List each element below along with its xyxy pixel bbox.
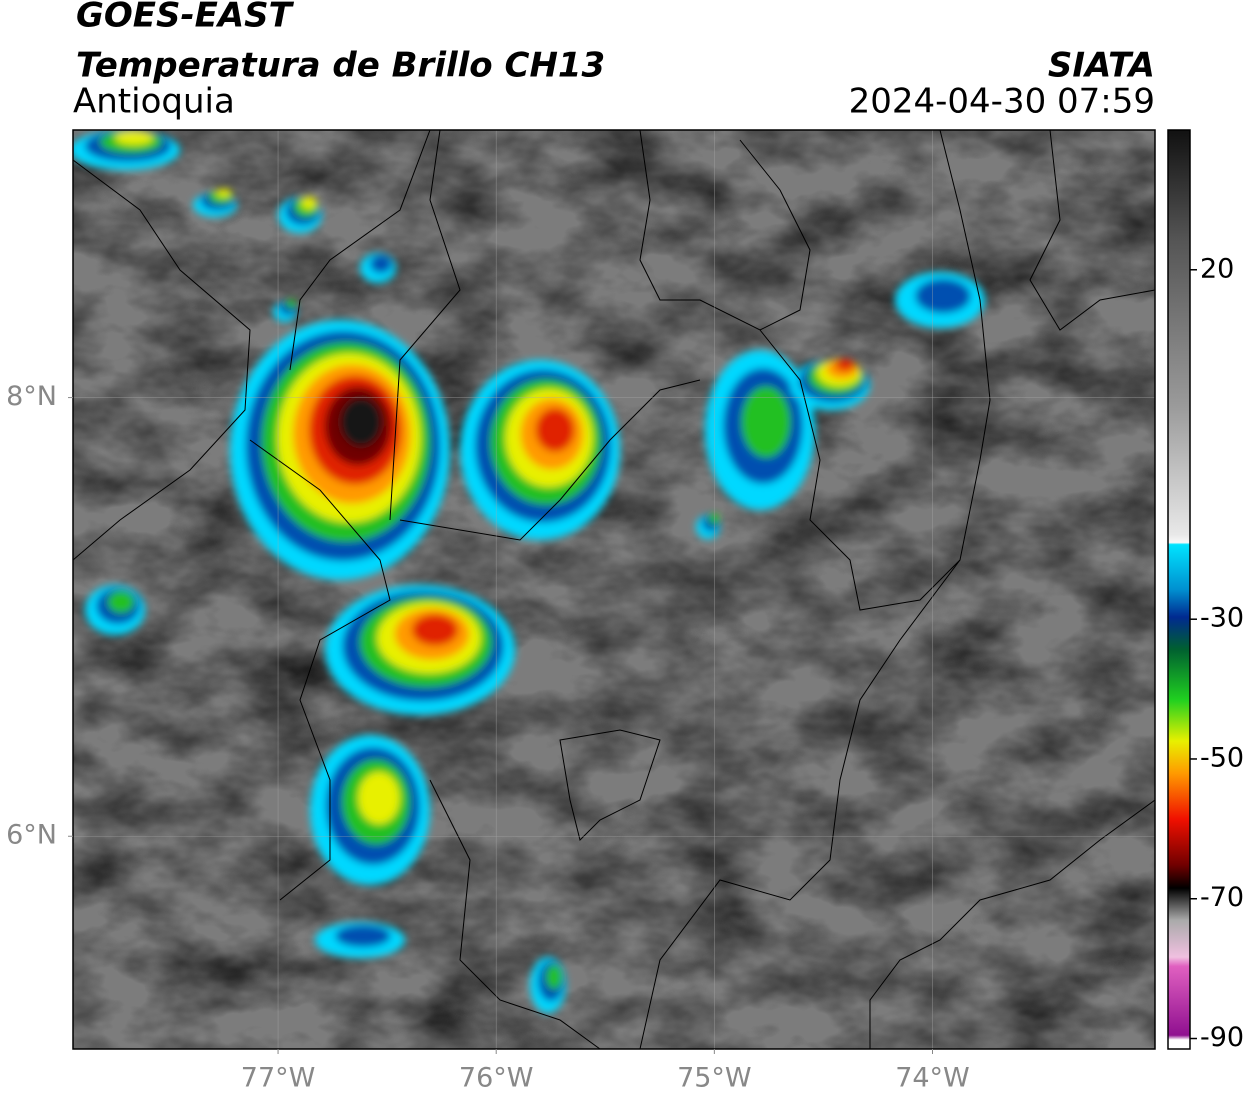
storm-cell <box>285 299 297 309</box>
border <box>1029 130 1155 331</box>
y-tick-label: 8°N <box>6 381 57 412</box>
border <box>73 159 251 561</box>
colorbar <box>1167 129 1191 1050</box>
title: GOES-EAST <box>76 0 295 36</box>
source: SIATA <box>1048 46 1155 86</box>
storm-cell <box>114 131 154 145</box>
cloud-texture <box>73 130 1155 1049</box>
storms <box>73 130 985 1013</box>
borders <box>73 130 1155 1049</box>
colorbar-tick-label: -50 <box>1200 742 1244 773</box>
storm-cell <box>301 196 317 210</box>
region: Antioquia <box>73 82 235 122</box>
storm-cell <box>107 590 135 614</box>
storm-cell <box>741 386 791 458</box>
colorbar-tick-label: -30 <box>1200 603 1244 634</box>
border <box>559 729 661 841</box>
map-area <box>73 130 1155 1049</box>
border <box>249 439 391 901</box>
grid <box>73 130 1155 1049</box>
storm-cell <box>411 614 459 646</box>
border <box>639 559 961 1049</box>
y-tick-label: 6°N <box>6 820 57 851</box>
storm-cell <box>546 964 562 990</box>
product: Temperatura de Brillo CH13 <box>76 46 605 86</box>
border <box>429 779 601 1049</box>
border <box>759 130 991 611</box>
storm-cell <box>358 771 400 825</box>
colorbar-tick-label: -90 <box>1200 1022 1244 1053</box>
storm-cell <box>335 924 391 948</box>
border <box>399 379 701 541</box>
storm-cell <box>915 278 971 314</box>
storm-cell <box>340 397 382 447</box>
border <box>289 130 431 371</box>
datetime: 2024-04-30 07:59 <box>849 82 1155 122</box>
map-frame <box>72 129 1156 1050</box>
x-tick-label: 75°W <box>677 1063 752 1094</box>
x-tick-label: 74°W <box>895 1063 970 1094</box>
storm-cell <box>835 358 855 372</box>
storm-cell <box>369 254 393 274</box>
colorbar-tick-label: 20 <box>1200 253 1234 284</box>
border <box>389 130 461 521</box>
x-tick-label: 77°W <box>241 1063 316 1094</box>
x-tick-label: 76°W <box>459 1063 534 1094</box>
border <box>639 130 811 331</box>
storm-cell <box>535 408 575 452</box>
border <box>869 799 1155 1049</box>
storm-cell <box>708 513 720 525</box>
axes: 77°W 76°W 75°W 74°W 6°N 8°N 20 -30 -50 -70 -90 <box>6 253 1244 1093</box>
colorbar-tick-label: -70 <box>1200 882 1244 913</box>
storm-cell <box>216 188 232 198</box>
